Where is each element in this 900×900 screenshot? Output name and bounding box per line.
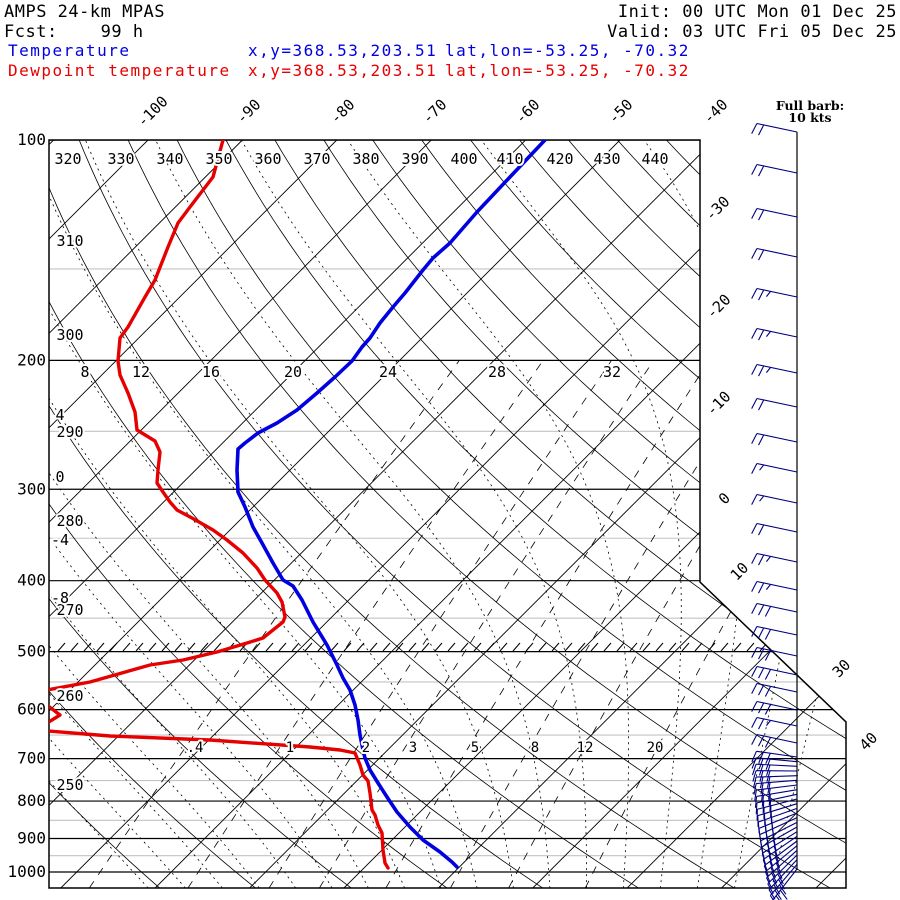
svg-text:280: 280 [56,512,83,530]
legend-temperature-xy: x,y=368.53,203.51 [248,41,438,60]
svg-text:250: 250 [56,776,83,794]
legend-dewpoint-xy: x,y=368.53,203.51 [248,61,438,80]
svg-text:40: 40 [856,729,882,755]
svg-text:0: 0 [55,468,64,486]
legend-temperature-label: Temperature [8,41,131,60]
model-title: AMPS 24-km MPAS [4,2,166,22]
svg-text:16: 16 [202,363,220,381]
svg-text:100: 100 [17,130,46,149]
sounding-curves [49,140,547,870]
init-time: Init: 00 UTC Mon 01 Dec 25 [617,2,897,22]
svg-text:-4: -4 [51,531,69,549]
svg-text:360: 360 [254,150,281,168]
svg-text:1000: 1000 [7,862,46,881]
forecast-hour: Fcst: 99 h [4,22,144,42]
svg-text:-90: -90 [233,96,265,128]
svg-text:20: 20 [647,740,664,756]
svg-text:2: 2 [362,740,370,756]
svg-text:-10: -10 [703,388,735,420]
svg-text:380: 380 [352,150,379,168]
svg-text:430: 430 [593,150,620,168]
wind-barb-legend: Full barb: 10 kts [775,98,845,125]
svg-text:300: 300 [56,326,83,344]
temperature-curve [235,140,547,869]
svg-text:12: 12 [132,363,150,381]
svg-text:320: 320 [54,150,81,168]
svg-text:0: 0 [715,489,734,508]
svg-text:8: 8 [531,740,539,756]
svg-text:8: 8 [80,363,89,381]
svg-text:30: 30 [829,656,855,682]
svg-text:440: 440 [641,150,668,168]
svg-text:10: 10 [727,559,753,585]
svg-text:20: 20 [284,363,302,381]
svg-text:-70: -70 [419,96,451,128]
svg-text:28: 28 [488,363,506,381]
svg-text:5: 5 [471,740,479,756]
svg-text:4: 4 [55,406,64,424]
svg-text:340: 340 [156,150,183,168]
svg-text:330: 330 [107,150,134,168]
svg-text:-100: -100 [133,92,171,130]
svg-text:-80: -80 [327,96,359,128]
svg-text:12: 12 [577,740,594,756]
svg-text:900: 900 [17,829,46,848]
legend-dewpoint-latlon: lat,lon=-53.25, -70.32 [445,61,690,80]
chart-frame [48,139,847,889]
svg-text:-20: -20 [703,291,735,323]
svg-text:-30: -30 [702,193,734,225]
svg-text:300: 300 [17,479,46,498]
svg-text:.4: .4 [187,740,204,756]
svg-text:24: 24 [379,363,397,381]
svg-text:-60: -60 [512,96,544,128]
svg-text:310: 310 [56,232,83,250]
svg-text:290: 290 [56,423,83,441]
svg-text:420: 420 [546,150,573,168]
svg-text:1: 1 [286,740,294,756]
svg-text:400: 400 [450,150,477,168]
svg-text:260: 260 [56,687,83,705]
svg-text:370: 370 [303,150,330,168]
legend-temperature-latlon: lat,lon=-53.25, -70.32 [445,41,690,60]
dewpoint-curve [49,140,390,870]
valid-time: Valid: 03 UTC Fri 05 Dec 25 [607,22,897,42]
legend-dewpoint-label: Dewpoint temperature [8,61,231,80]
svg-text:390: 390 [401,150,428,168]
svg-text:500: 500 [17,642,46,661]
svg-text:270: 270 [56,601,83,619]
svg-text:800: 800 [17,791,46,810]
svg-text:-40: -40 [700,96,732,128]
svg-text:700: 700 [17,749,46,768]
svg-text:600: 600 [17,700,46,719]
wind-barb-column [751,122,798,900]
svg-text:32: 32 [603,363,621,381]
chart-grid [49,140,846,888]
svg-text:-50: -50 [605,96,637,128]
svg-text:400: 400 [17,571,46,590]
svg-text:3: 3 [409,740,417,756]
svg-text:200: 200 [17,350,46,369]
svg-text:410: 410 [496,150,523,168]
svg-text:350: 350 [205,150,232,168]
svg-text:-8: -8 [51,589,69,607]
